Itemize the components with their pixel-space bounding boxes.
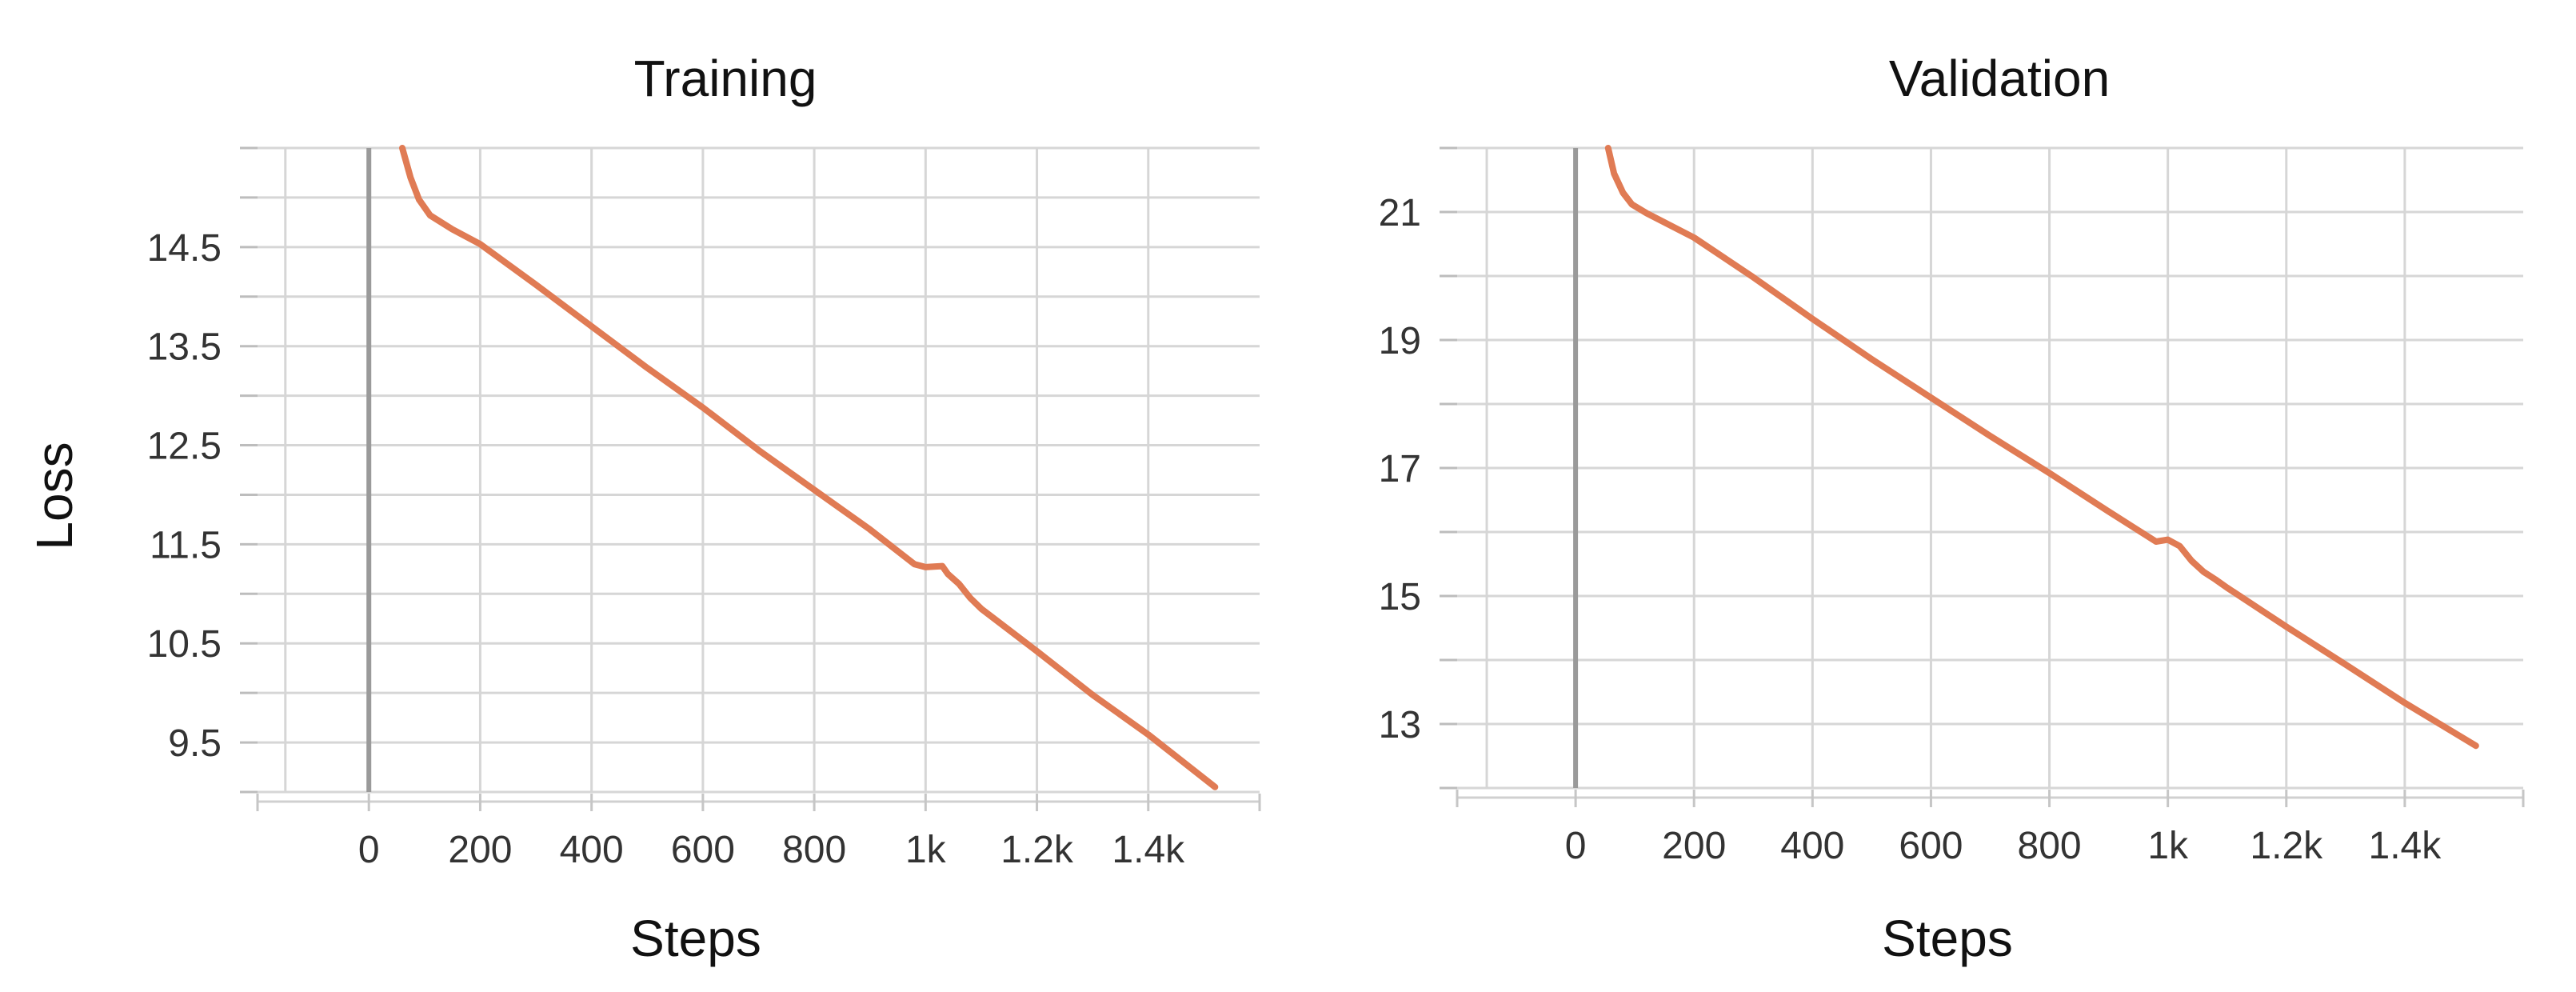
x-tick-label: 400 <box>1780 825 1844 867</box>
x-tick-label: 600 <box>1899 825 1963 867</box>
y-tick-label: 21 <box>1379 192 1421 234</box>
x-tick-label: 800 <box>782 829 846 871</box>
validation-grid <box>1440 146 2525 807</box>
training-tick-labels: 9.5 10.5 11.5 12.5 13.5 14.5 0 200 400 600 800 1k 1.… <box>147 227 1186 871</box>
validation-loss-line <box>1604 145 2479 750</box>
y-tick-label: 12.5 <box>147 426 222 468</box>
training-series <box>399 145 1219 790</box>
x-tick-label: 1.4k <box>2369 825 2442 867</box>
y-tick-label: 13.5 <box>147 326 222 369</box>
x-tick-label: 400 <box>560 829 624 871</box>
y-tick-label: 17 <box>1379 448 1421 490</box>
training-title: Training <box>634 50 817 107</box>
y-tick-label: 13 <box>1379 704 1421 746</box>
validation-panel: Validation 13 15 17 19 21 0 200 400 600 800 1k 1.2k… <box>1379 50 2525 967</box>
validation-title: Validation <box>1889 50 2110 107</box>
validation-tick-labels: 13 15 17 19 21 0 200 400 600 800 1k 1.2k 1.4k <box>1379 192 2442 867</box>
y-tick-label: 11.5 <box>150 524 222 566</box>
x-tick-label: 0 <box>1565 825 1587 867</box>
validation-x-axis-label: Steps <box>1882 910 2013 967</box>
y-tick-label: 15 <box>1379 576 1421 618</box>
y-tick-label: 14.5 <box>147 227 222 270</box>
x-tick-label: 1k <box>2147 825 2189 867</box>
training-loss-line <box>399 145 1219 790</box>
y-axis-label: Loss <box>26 442 83 550</box>
x-tick-label: 1.2k <box>1000 829 1074 871</box>
x-tick-label: 200 <box>448 829 512 871</box>
x-tick-label: 1.2k <box>2250 825 2323 867</box>
x-tick-label: 200 <box>1662 825 1726 867</box>
x-tick-label: 1.4k <box>1112 829 1185 871</box>
x-tick-label: 0 <box>358 829 380 871</box>
x-tick-label: 600 <box>671 829 735 871</box>
y-tick-label: 9.5 <box>168 722 222 765</box>
x-tick-label: 800 <box>2018 825 2082 867</box>
y-tick-label: 10.5 <box>147 623 222 666</box>
validation-series <box>1604 145 2479 750</box>
training-panel: Training 9.5 10.5 11.5 12.5 13.5 14.5 0 200 400 6… <box>26 50 1261 967</box>
x-tick-label: 1k <box>905 829 947 871</box>
training-grid <box>240 146 1261 811</box>
y-tick-label: 19 <box>1379 320 1421 362</box>
training-x-axis-label: Steps <box>630 910 761 967</box>
